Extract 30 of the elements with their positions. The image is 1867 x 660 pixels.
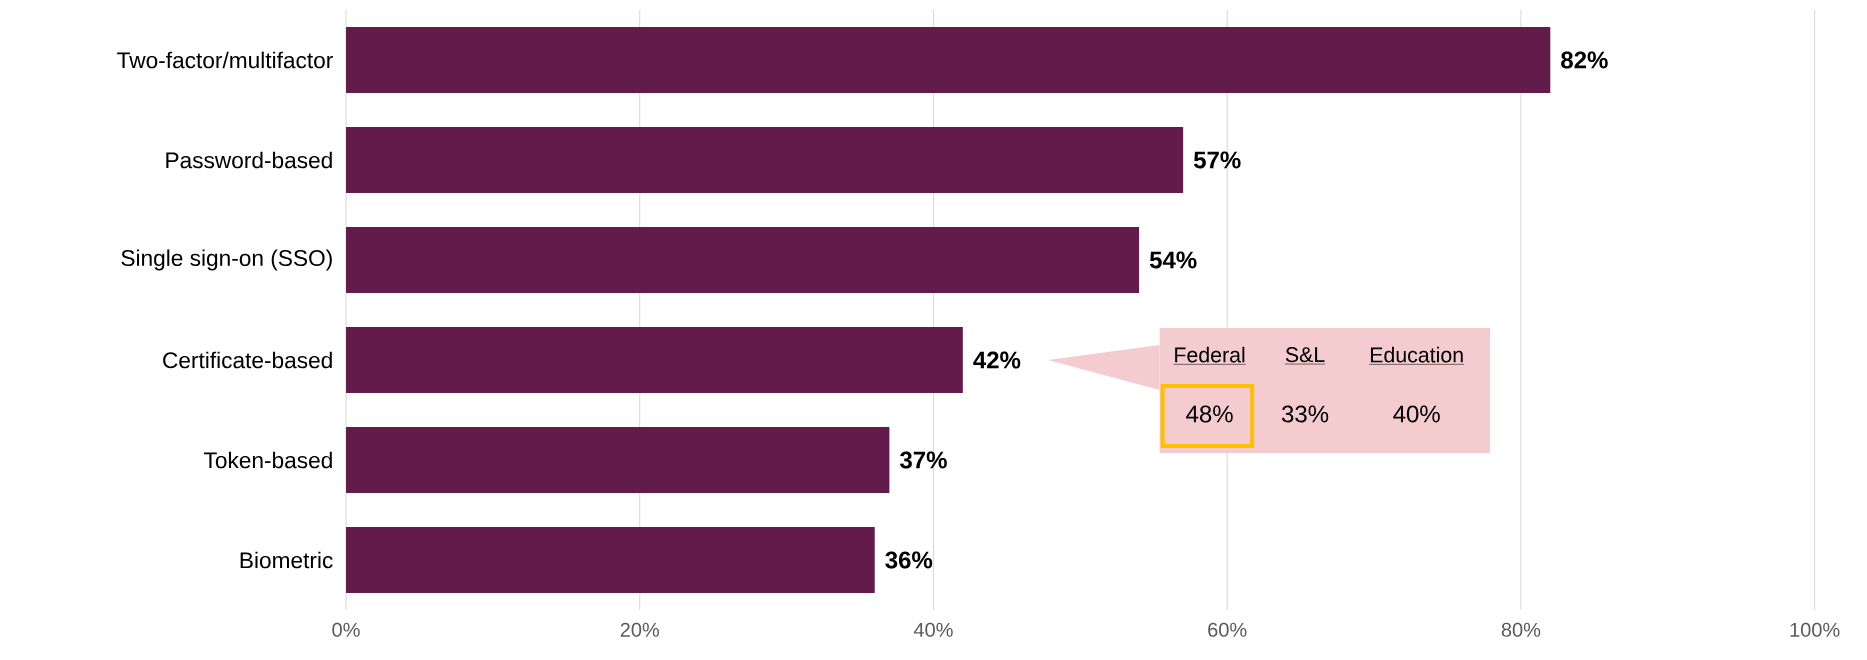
x-tick-label: 20% xyxy=(620,622,660,637)
y-tick-label: Token-based xyxy=(204,451,332,469)
x-tick-label: 100% xyxy=(1790,622,1840,637)
y-tick-label: Password-based xyxy=(166,151,332,169)
annotation: Education xyxy=(1370,346,1463,363)
bar xyxy=(346,27,1551,93)
data-label: 37% xyxy=(900,451,947,469)
x-tick-label: 60% xyxy=(1208,622,1247,637)
y-tick-label: Certificate-based xyxy=(163,351,332,369)
annotation: S&L xyxy=(1285,347,1325,363)
data-label: 54% xyxy=(1149,251,1197,269)
bar xyxy=(346,226,1140,293)
annotation: 33% xyxy=(1281,405,1329,423)
x-tick-label: 0% xyxy=(332,622,360,637)
data-label: 57% xyxy=(1193,151,1241,169)
data-label: 42% xyxy=(973,351,1021,369)
data-label: 36% xyxy=(885,551,933,569)
bar xyxy=(346,426,890,493)
bar xyxy=(346,526,875,593)
y-tick-label: Single sign-on (SSO) xyxy=(121,249,332,271)
x-tick-label: 80% xyxy=(1501,622,1541,637)
x-tick-label: 40% xyxy=(913,622,953,637)
bar xyxy=(346,127,1184,193)
data-label: 82% xyxy=(1561,51,1608,69)
annotation: 40% xyxy=(1393,405,1440,423)
y-tick-label: Two-factor/multifactor xyxy=(117,51,333,69)
bar xyxy=(346,327,963,393)
y-tick-label: Biometric xyxy=(240,551,333,569)
annotation: Federal xyxy=(1175,346,1245,363)
annotation: 48% xyxy=(1186,405,1233,423)
